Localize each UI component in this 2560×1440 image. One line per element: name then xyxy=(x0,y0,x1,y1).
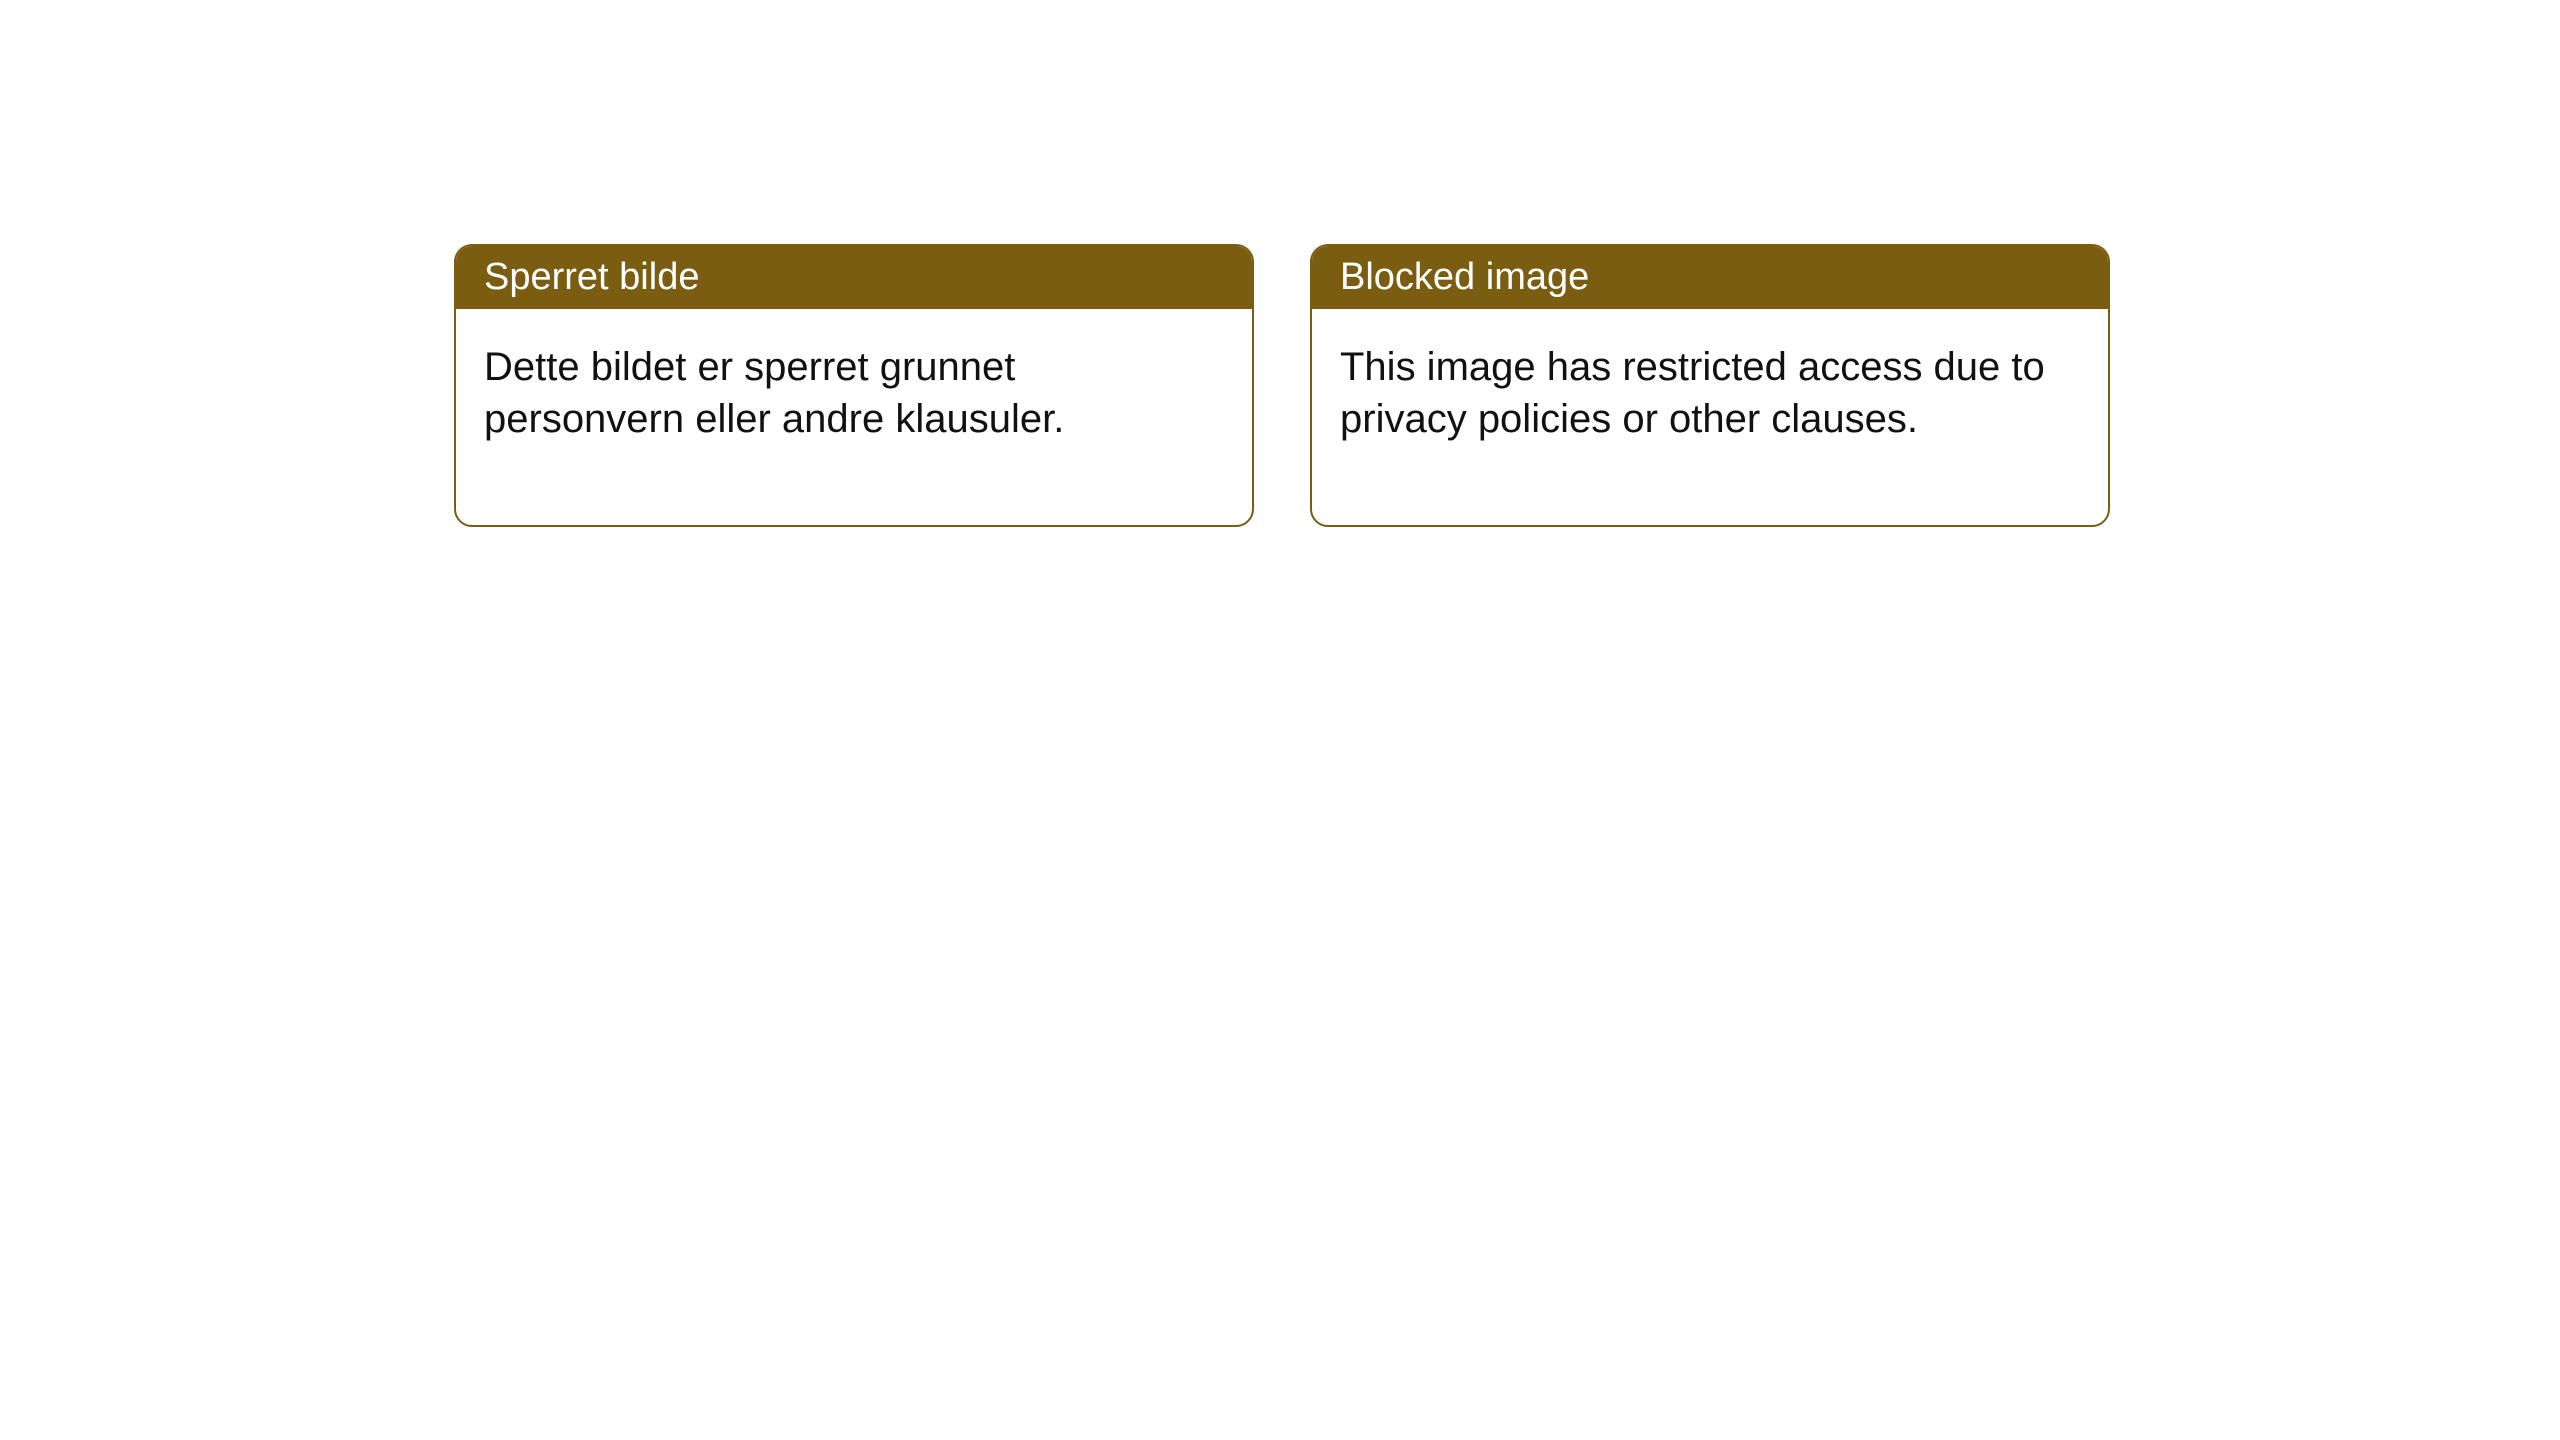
notice-body-en: This image has restricted access due to … xyxy=(1312,309,2108,525)
notice-text-no: Dette bildet er sperret grunnet personve… xyxy=(484,345,1064,441)
notice-title-no: Sperret bilde xyxy=(484,256,699,298)
notice-header-en: Blocked image xyxy=(1312,246,2108,309)
notice-header-no: Sperret bilde xyxy=(456,246,1252,309)
notice-title-en: Blocked image xyxy=(1340,256,1589,298)
notice-box-en: Blocked image This image has restricted … xyxy=(1310,244,2110,527)
notice-text-en: This image has restricted access due to … xyxy=(1340,345,2045,441)
notice-body-no: Dette bildet er sperret grunnet personve… xyxy=(456,309,1252,525)
notice-box-no: Sperret bilde Dette bildet er sperret gr… xyxy=(454,244,1254,527)
notices-container: Sperret bilde Dette bildet er sperret gr… xyxy=(0,0,2560,527)
